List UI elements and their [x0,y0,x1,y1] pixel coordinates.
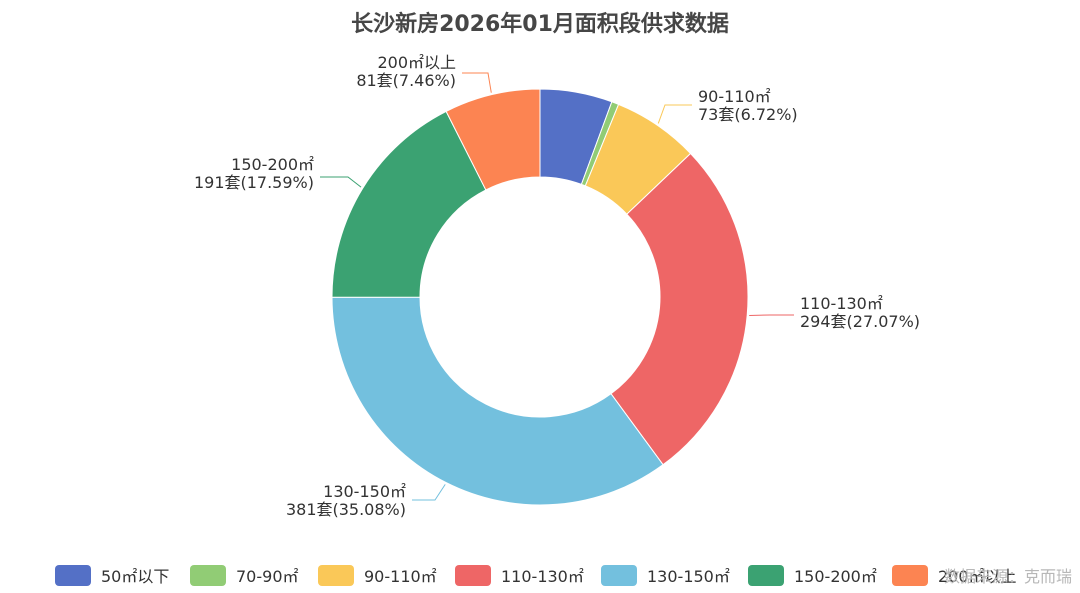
chart-title: 长沙新房2026年01月面积段供求数据 [351,12,729,37]
slice-label-name-5: 150-200㎡ [231,155,314,174]
legend-label: 50㎡以下 [101,567,170,586]
legend-item-2[interactable]: 90-110㎡ [318,561,437,589]
slice-label-name-2: 90-110㎡ [698,87,771,106]
slice-label-name-4: 130-150㎡ [323,482,406,501]
slices-group [331,88,749,506]
slice-label-value-5: 191套(17.59%) [194,173,314,192]
legend-item-0[interactable]: 50㎡以下 [55,561,169,589]
legend-label: 110-130㎡ [501,567,584,586]
watermark-text: 数据来源：克而瑞 [943,567,1072,586]
slice-4[interactable] [331,296,664,506]
legend-item-3[interactable]: 110-130㎡ [455,561,584,589]
leader-line-2 [657,104,692,124]
legend-label: 200㎡以上 [938,567,1017,586]
legend-label: 150-200㎡ [794,567,877,586]
legend-swatch [748,564,784,586]
slice-5[interactable] [331,110,487,298]
slice-label-value-3: 294套(27.07%) [800,312,920,331]
legend-item-4[interactable]: 130-150㎡ [601,561,730,589]
legend-swatch [892,564,928,586]
legend-swatch [601,564,637,586]
slice-6[interactable] [445,88,541,191]
legend: 50㎡以下 70-90㎡ 90-110㎡ 110-130㎡ 130-150㎡ 150-20… [0,561,1080,589]
slice-label-name-3: 110-130㎡ [800,294,883,313]
legend-item-6[interactable]: 200㎡以上 [892,561,1017,589]
slice-label-name-6: 200㎡以上 [377,53,456,72]
leader-line-4 [412,484,446,501]
legend-swatch [318,564,354,586]
slice-3[interactable] [610,152,749,466]
slice-label-value-2: 73套(6.72%) [698,105,798,124]
legend-label: 130-150㎡ [647,567,730,586]
legend-swatch [55,564,91,586]
legend-label: 70-90㎡ [236,567,299,586]
legend-label: 90-110㎡ [364,567,437,586]
legend-item-1[interactable]: 70-90㎡ [190,561,299,589]
slice-label-value-6: 81套(7.46%) [356,71,456,90]
leader-line-6 [462,72,492,93]
legend-swatch [190,564,226,586]
leader-line-5 [320,176,362,188]
legend-swatch [455,564,491,586]
legend-item-5[interactable]: 150-200㎡ [748,561,877,589]
slice-label-value-4: 381套(35.08%) [286,500,406,519]
